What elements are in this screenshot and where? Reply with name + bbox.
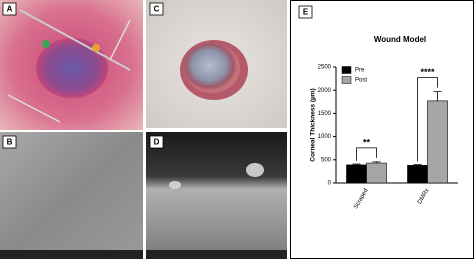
suture: [42, 40, 50, 48]
y-tick-label: 2000: [318, 88, 332, 94]
significance-bracket: [417, 77, 438, 162]
legend-swatch: [341, 76, 352, 84]
error-bar: [413, 164, 422, 166]
panel-label-box: [298, 5, 313, 19]
panel-label: C: [154, 5, 160, 14]
significance-label: ****: [420, 67, 435, 77]
sem-footer: [0, 250, 143, 259]
y-tick-label: 2500: [318, 65, 332, 71]
cell: [246, 163, 264, 177]
y-axis-label: Corneal Thickness (µm): [310, 88, 317, 161]
panel-label: E: [303, 8, 309, 17]
sem-b: [0, 132, 143, 259]
panel-label-box: [149, 135, 164, 149]
bar: [346, 164, 367, 184]
instrument: [7, 94, 61, 123]
bar: [427, 100, 448, 184]
bar: [407, 165, 428, 184]
y-tick-label: 1000: [318, 134, 332, 140]
eye: [184, 43, 240, 93]
panel-label: B: [7, 138, 13, 147]
sem-d: [146, 132, 287, 259]
y-tick-label: 500: [321, 157, 332, 163]
significance-bracket: [356, 147, 377, 161]
y-tick-label: 0: [328, 181, 332, 187]
panel-label: D: [154, 138, 160, 147]
cell: [169, 181, 181, 189]
significance-label: **: [363, 137, 371, 147]
instrument: [109, 19, 131, 61]
error-bar: [352, 163, 361, 165]
y-tick-label: 1500: [318, 111, 332, 117]
panel-label-box: [149, 2, 164, 16]
panel-label: A: [7, 5, 13, 14]
panel-label-box: [2, 135, 17, 149]
legend-label: Post: [355, 78, 367, 84]
legend-swatch: [341, 66, 352, 74]
panel-label-box: [2, 2, 17, 16]
error-bar: [433, 91, 442, 101]
suture: [92, 44, 100, 52]
error-bar: [372, 161, 381, 164]
eye: [36, 38, 108, 98]
bar: [366, 162, 387, 184]
chart-title: Wound Model: [374, 35, 426, 44]
legend-label: Pre: [355, 68, 365, 74]
instrument: [19, 9, 131, 71]
sem-footer: [146, 250, 287, 259]
